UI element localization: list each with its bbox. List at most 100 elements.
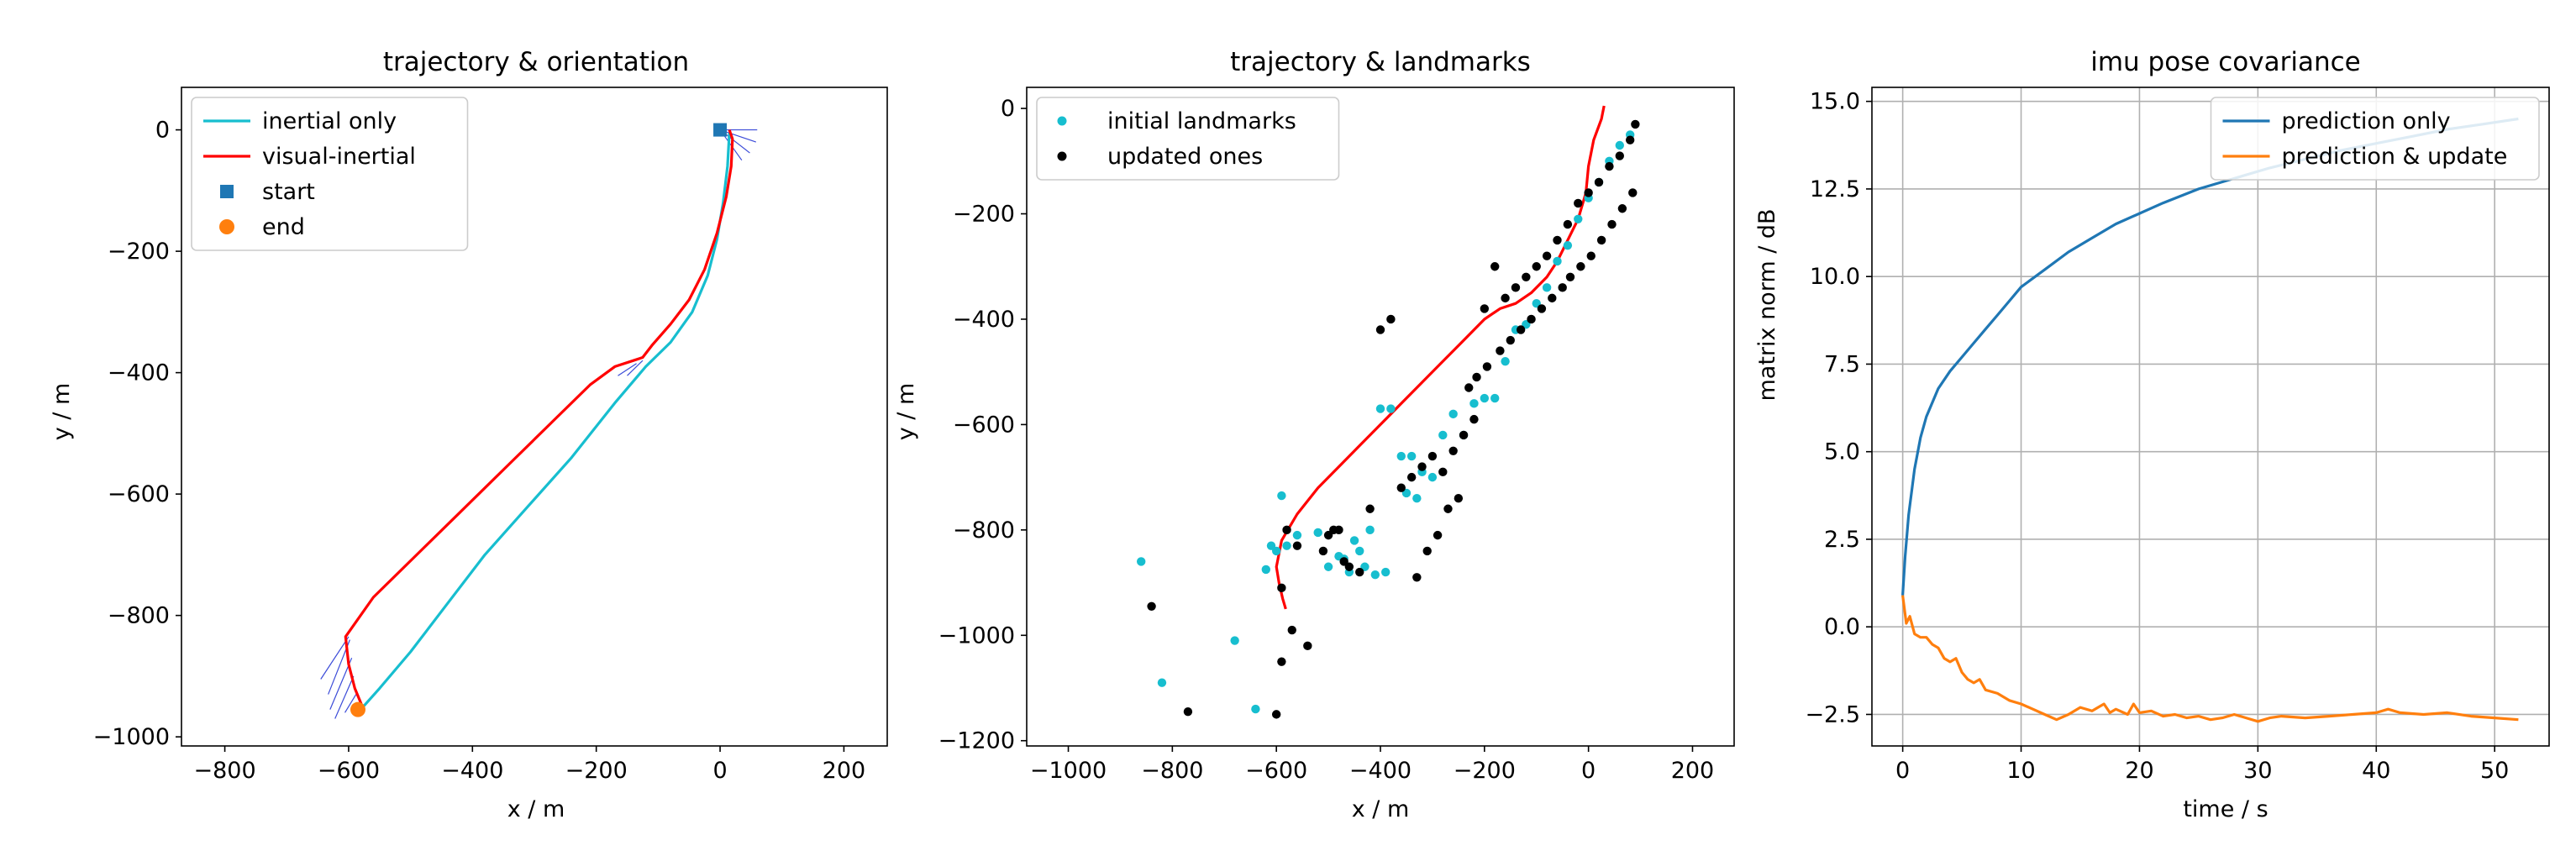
initial-landmarks-point — [1406, 451, 1417, 461]
updated-ones-point — [1396, 483, 1406, 492]
chart-trajectory-landmarks: trajectory & landmarks x / m y / m −1000… — [893, 47, 1735, 822]
plot-content — [320, 123, 758, 719]
y-axis-label: y / m — [49, 383, 75, 441]
y-tick-label: −1000 — [93, 724, 170, 750]
updated-ones-point — [1459, 430, 1469, 440]
updated-ones-point — [1443, 504, 1453, 513]
updated-ones-point — [1607, 219, 1617, 229]
updated-ones-point — [1605, 161, 1614, 171]
orientation-arrow — [344, 694, 357, 713]
legend-label-visual-inertial: visual-inertial — [262, 144, 416, 170]
legend-label-initial-landmarks: initial landmarks — [1107, 108, 1296, 134]
updated-ones-point — [1375, 325, 1385, 334]
legend-swatch-start — [220, 185, 234, 198]
updated-ones-point — [1386, 314, 1396, 324]
updated-ones-point — [1563, 219, 1573, 229]
legend-label-updated-ones: updated ones — [1107, 144, 1263, 170]
y-tick-label: 10.0 — [1810, 264, 1860, 290]
chart-imu-pose-covariance: imu pose covariance time / s matrix norm… — [1754, 47, 2550, 822]
x-tick-label: −600 — [1245, 758, 1307, 784]
y-tick-label: −400 — [108, 360, 170, 386]
chart-title: imu pose covariance — [2090, 47, 2361, 77]
initial-landmarks-point — [1386, 404, 1396, 413]
prediction-update-line — [1901, 595, 2519, 723]
updated-ones-point — [1548, 293, 1557, 303]
initial-landmarks-point — [1438, 430, 1448, 440]
initial-landmarks-point — [1277, 491, 1286, 501]
initial-landmarks-point — [1469, 399, 1479, 408]
x-tick-label: 20 — [2125, 758, 2153, 784]
updated-ones-point — [1586, 251, 1596, 260]
end-marker — [350, 701, 365, 717]
initial-landmarks-point — [1427, 472, 1438, 482]
x-tick-label: −200 — [565, 758, 628, 784]
plot-area: −800 −600 −400 −200 0 200 0 −200 −400 −600 −800 −10… — [93, 87, 888, 784]
legend: prediction only prediction & update — [2210, 97, 2540, 181]
x-tick-label: 40 — [2362, 758, 2390, 784]
y-tick-label: −800 — [108, 603, 170, 629]
y-tick-label: 0.0 — [1824, 614, 1860, 640]
initial-landmarks-point — [1480, 393, 1490, 403]
x-tick-label: 50 — [2480, 758, 2509, 784]
updated-ones-point — [1287, 625, 1296, 635]
initial-landmarks-point — [1292, 530, 1302, 540]
x-tick-label: 30 — [2243, 758, 2272, 784]
legend-swatch-initial-landmarks — [1057, 116, 1067, 126]
y-tick-label: 7.5 — [1824, 351, 1860, 377]
updated-ones-point — [1628, 188, 1638, 197]
updated-ones-point — [1532, 262, 1541, 271]
legend: inertial only visual-inertial start end — [191, 97, 469, 251]
orientation-arrow — [627, 360, 644, 376]
legend: initial landmarks updated ones — [1036, 97, 1340, 181]
initial-landmarks-point — [1266, 541, 1276, 550]
chart-title: trajectory & landmarks — [1230, 47, 1531, 77]
y-tick-label: −200 — [953, 202, 1015, 228]
x-tick-label: 0 — [1895, 758, 1910, 784]
x-tick-label: −400 — [1349, 758, 1412, 784]
updated-ones-point — [1464, 383, 1474, 392]
x-tick-label: 200 — [1671, 758, 1715, 784]
initial-landmarks-point — [1574, 214, 1583, 223]
x-axis-label: x / m — [1352, 796, 1410, 822]
x-tick-label: 200 — [823, 758, 866, 784]
initial-landmarks-point — [1230, 636, 1239, 645]
y-tick-label: 15.0 — [1810, 89, 1860, 115]
initial-landmarks-point — [1313, 528, 1322, 538]
updated-ones-point — [1469, 414, 1479, 424]
x-tick-label: −200 — [1454, 758, 1516, 784]
x-axis-label: x / m — [507, 796, 565, 822]
x-tick-label: 10 — [2006, 758, 2035, 784]
updated-ones-point — [1329, 525, 1338, 535]
x-tick-label: −1000 — [1030, 758, 1107, 784]
updated-ones-point — [1615, 151, 1624, 160]
updated-ones-point — [1271, 710, 1281, 719]
updated-ones-point — [1537, 304, 1547, 313]
updated-ones-point — [1277, 657, 1286, 666]
y-axis-label: matrix norm / dB — [1754, 208, 1780, 401]
updated-ones-point — [1511, 283, 1521, 292]
updated-ones-point — [1277, 583, 1286, 593]
initial-landmarks-point — [1448, 409, 1458, 419]
legend-frame — [1036, 97, 1340, 181]
updated-ones-point — [1183, 707, 1193, 717]
initial-landmarks-point — [1323, 562, 1333, 571]
initial-landmarks-point — [1282, 541, 1291, 550]
updated-ones-point — [1631, 119, 1640, 129]
updated-ones-point — [1448, 446, 1458, 455]
x-tick-label: −400 — [441, 758, 503, 784]
updated-ones-point — [1417, 462, 1427, 471]
initial-landmarks-point — [1355, 546, 1364, 556]
legend-frame — [191, 97, 469, 251]
updated-ones-point — [1339, 557, 1348, 566]
initial-landmarks-point — [1251, 704, 1260, 714]
updated-ones-point — [1406, 472, 1417, 482]
chart-trajectory-orientation: trajectory & orientation x / m y / m −80… — [49, 47, 888, 822]
updated-ones-point — [1472, 372, 1481, 382]
updated-ones-point — [1596, 235, 1606, 245]
x-tick-label: −600 — [318, 758, 380, 784]
x-tick-label: 0 — [1581, 758, 1596, 784]
y-tick-label: −2.5 — [1805, 701, 1860, 727]
orientation-arrow — [334, 675, 355, 719]
initial-landmarks-point — [1396, 451, 1406, 461]
updated-ones-point — [1454, 494, 1464, 503]
